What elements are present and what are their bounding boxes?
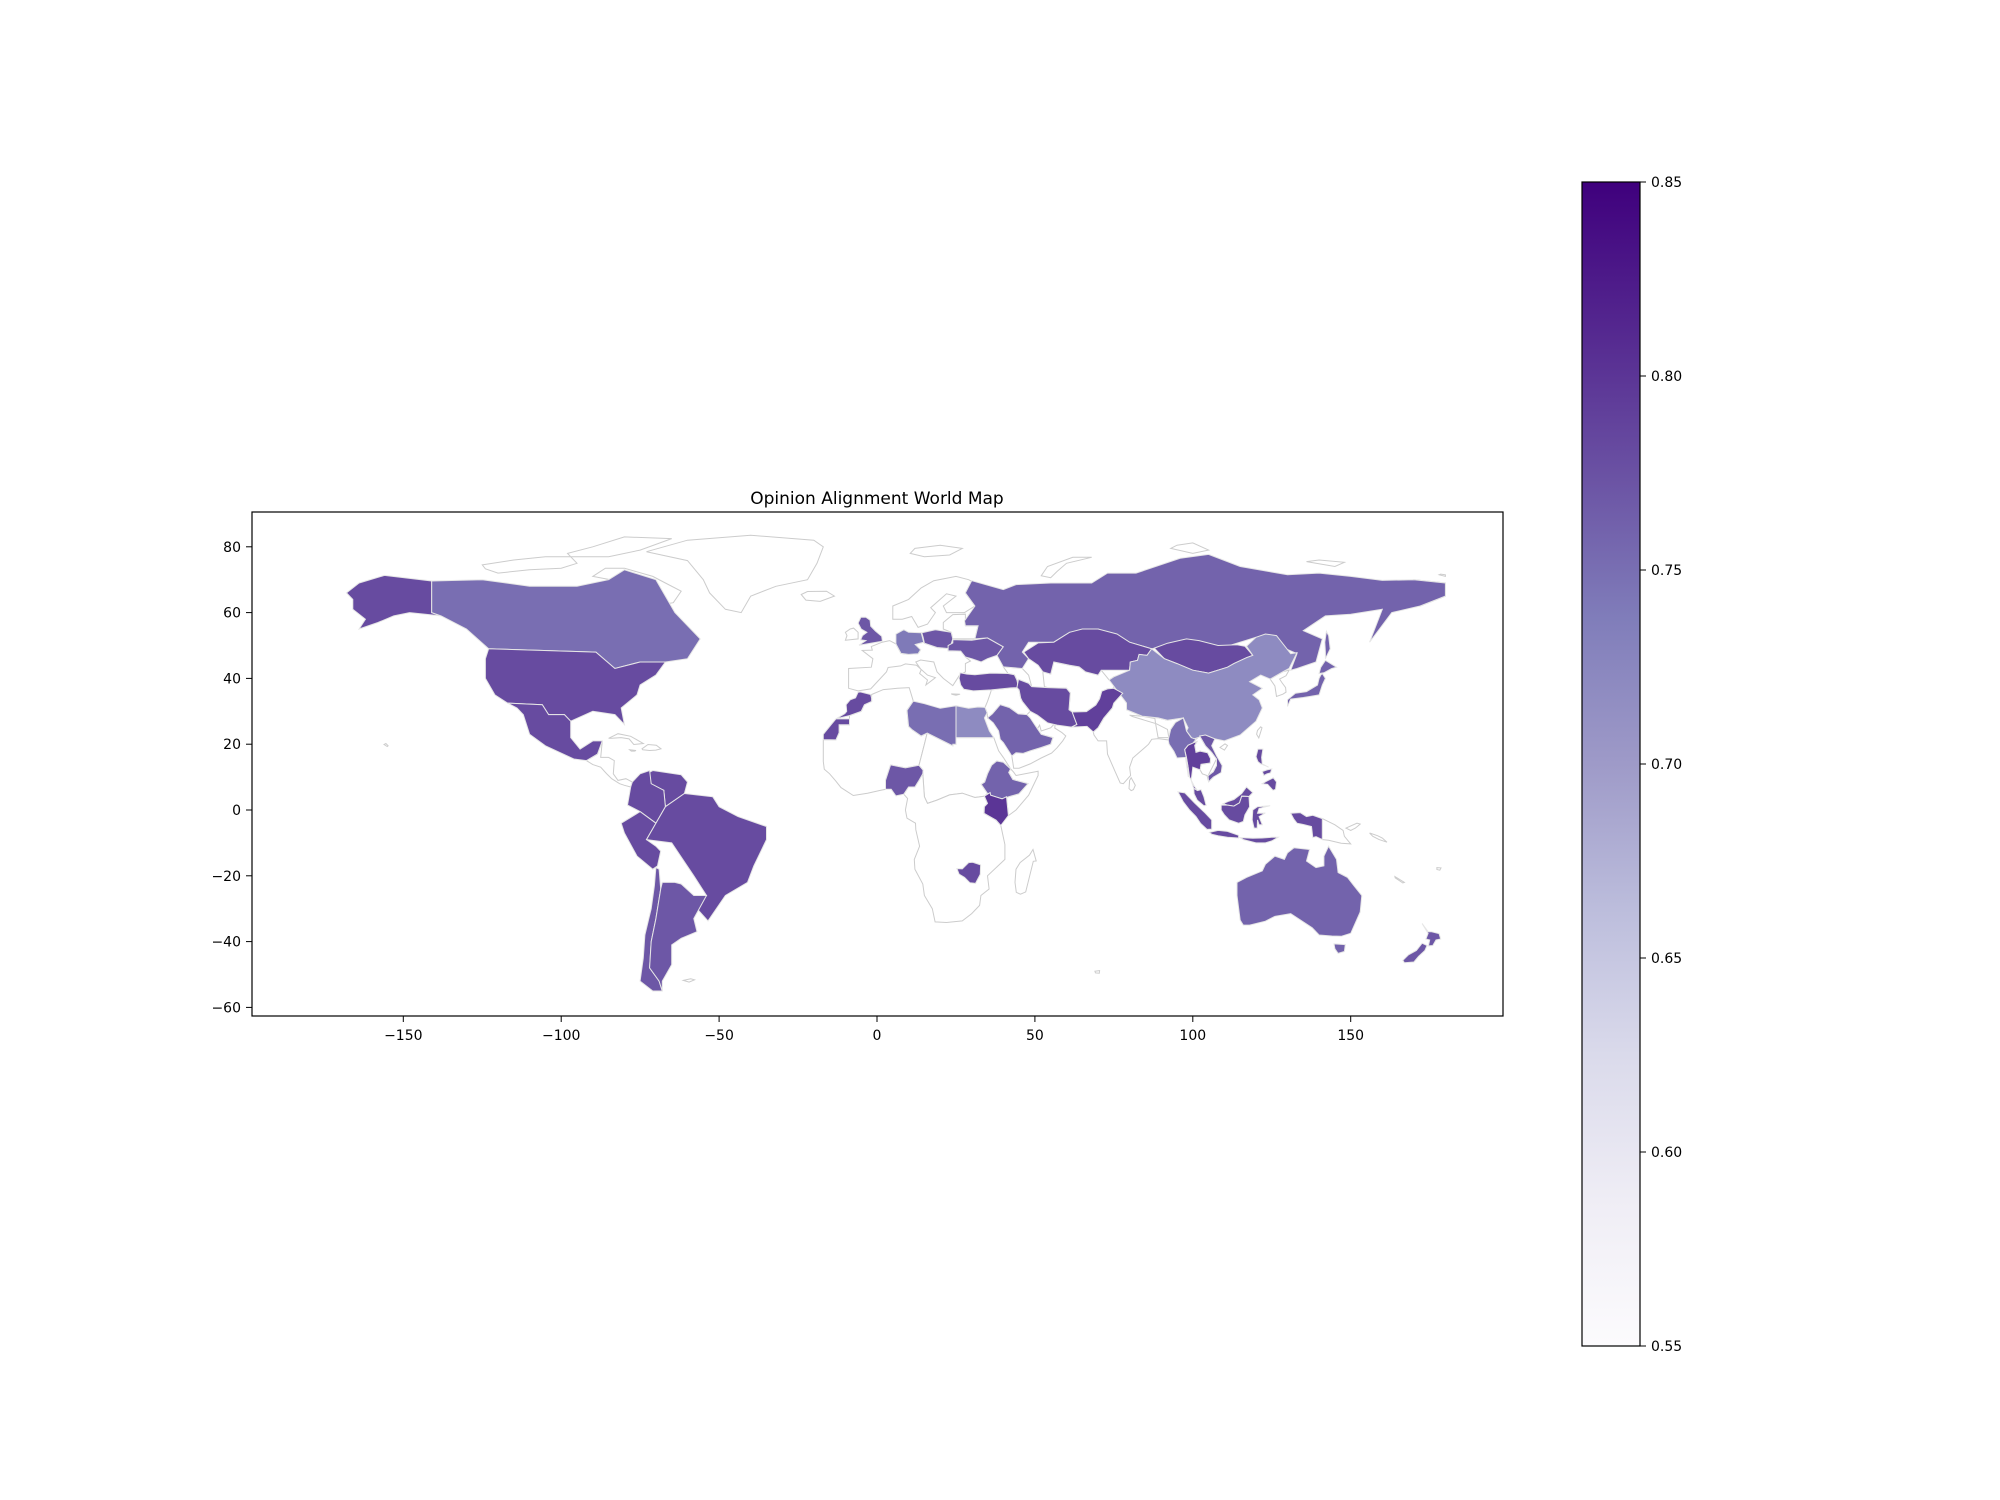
- colorbar-tick-label: 0.65: [1651, 951, 1682, 967]
- country-nodata-svalbard: [909, 544, 964, 558]
- country-nodata-ireland: [844, 627, 859, 641]
- y-tick-label: 80: [223, 540, 241, 556]
- country-nodata-novaya-zemlya: [1040, 556, 1092, 579]
- country-nodata-png-islands: [1344, 822, 1362, 831]
- country-nodata-fiji: [1436, 867, 1442, 871]
- x-tick-label: −50: [704, 1028, 734, 1044]
- country-nodata-taiwan: [1256, 726, 1263, 740]
- country-nodata-madagascar: [1014, 848, 1037, 895]
- country-nodata-kerguelen: [1094, 970, 1101, 974]
- plot-area: [345, 534, 1446, 992]
- country-saudi-arabia[interactable]: [986, 704, 1054, 757]
- country-kenya[interactable]: [983, 791, 1009, 827]
- country-nigeria[interactable]: [885, 764, 924, 797]
- colorbar-tick-label: 0.60: [1651, 1145, 1682, 1161]
- country-nodata-severnaya-zemlya: [1169, 542, 1211, 554]
- colorbar-tick-label: 0.75: [1651, 563, 1682, 579]
- x-tick-label: 100: [1179, 1028, 1206, 1044]
- country-thailand[interactable]: [1184, 740, 1212, 792]
- x-axis: −150 −100 −50 0 50 100 150: [384, 1016, 1364, 1044]
- colorbar-tick-label: 0.80: [1651, 369, 1682, 385]
- country-pakistan[interactable]: [1071, 687, 1124, 733]
- country-nodata-iceland: [800, 590, 836, 602]
- y-tick-label: 20: [223, 737, 241, 753]
- country-nodata-hawaii: [382, 742, 389, 748]
- x-tick-label: 0: [873, 1028, 882, 1044]
- country-china[interactable]: [1108, 633, 1298, 742]
- country-nodata-hainan: [1219, 743, 1229, 751]
- x-tick-label: 50: [1026, 1028, 1044, 1044]
- y-axis: 80 60 40 20 0 −20 −40 −60: [211, 540, 252, 1016]
- x-tick-label: −100: [542, 1028, 580, 1044]
- country-brazil[interactable]: [645, 792, 767, 922]
- y-tick-label: −60: [211, 1000, 241, 1016]
- country-libya[interactable]: [906, 700, 957, 747]
- colorbar-gradient: [1581, 181, 1641, 1347]
- country-morocco[interactable]: [822, 691, 873, 741]
- country-united-kingdom[interactable]: [857, 616, 883, 646]
- y-tick-label: 60: [223, 606, 241, 622]
- country-canada[interactable]: [431, 569, 701, 670]
- country-nodata-new-siberian: [1306, 559, 1347, 568]
- country-vietnam[interactable]: [1198, 734, 1223, 783]
- country-nodata-cyprus-crete: [951, 693, 961, 696]
- map-title: Opinion Alignment World Map: [750, 489, 1003, 509]
- country-myanmar[interactable]: [1167, 717, 1197, 778]
- country-nodata-scandinavia: [892, 575, 976, 629]
- country-nodata-solomons: [1369, 832, 1388, 843]
- country-zimbabwe[interactable]: [956, 861, 982, 884]
- filled-countries-layer: [345, 553, 1446, 992]
- country-nodata-wrangel: [1437, 573, 1446, 578]
- colorbar-tick-label: 0.85: [1651, 175, 1682, 191]
- colorbar: 0.85 0.80 0.75 0.70 0.65 0.60 0.55: [1581, 175, 1682, 1355]
- country-mexico[interactable]: [507, 702, 604, 762]
- country-new-zealand[interactable]: [1402, 923, 1442, 964]
- country-japan[interactable]: [1287, 659, 1338, 707]
- country-argentina[interactable]: [649, 881, 708, 992]
- y-tick-label: 40: [223, 671, 241, 687]
- country-russia[interactable]: [963, 553, 1446, 671]
- country-nodata-jamaica: [628, 749, 637, 752]
- country-peru[interactable]: [620, 810, 662, 870]
- x-tick-label: 150: [1337, 1028, 1364, 1044]
- country-philippines[interactable]: [1255, 748, 1278, 791]
- country-nodata-new-caledonia: [1394, 875, 1406, 884]
- country-united-states[interactable]: [484, 648, 667, 727]
- colorbar-tick-label: 0.55: [1651, 1339, 1682, 1355]
- country-nodata-sri-lanka: [1128, 776, 1136, 792]
- country-turkey[interactable]: [958, 672, 1020, 692]
- y-tick-label: 0: [232, 803, 241, 819]
- country-indonesia[interactable]: [1177, 791, 1323, 844]
- x-tick-label: −150: [384, 1028, 422, 1044]
- country-nodata-papua-new-guinea: [1321, 817, 1352, 845]
- country-nodata-arctic-islands: [481, 536, 672, 574]
- country-nodata-central-south-africa: [903, 772, 1006, 924]
- country-germany[interactable]: [895, 629, 925, 655]
- country-egypt[interactable]: [955, 705, 995, 739]
- country-nodata-greenland: [646, 534, 824, 614]
- colorbar-tick-label: 0.70: [1651, 757, 1682, 773]
- country-australia[interactable]: [1236, 845, 1363, 954]
- colorbar-ticks: 0.85 0.80 0.75 0.70 0.65 0.60 0.55: [1640, 175, 1682, 1355]
- country-alaska-us[interactable]: [345, 574, 442, 630]
- y-tick-label: −40: [211, 935, 241, 951]
- country-nodata-western-europe: [848, 640, 972, 692]
- country-nodata-hispaniola: [641, 743, 663, 752]
- country-nodata-falklands: [681, 978, 697, 983]
- country-nodata-cuba: [608, 733, 645, 746]
- y-tick-label: −20: [211, 869, 241, 885]
